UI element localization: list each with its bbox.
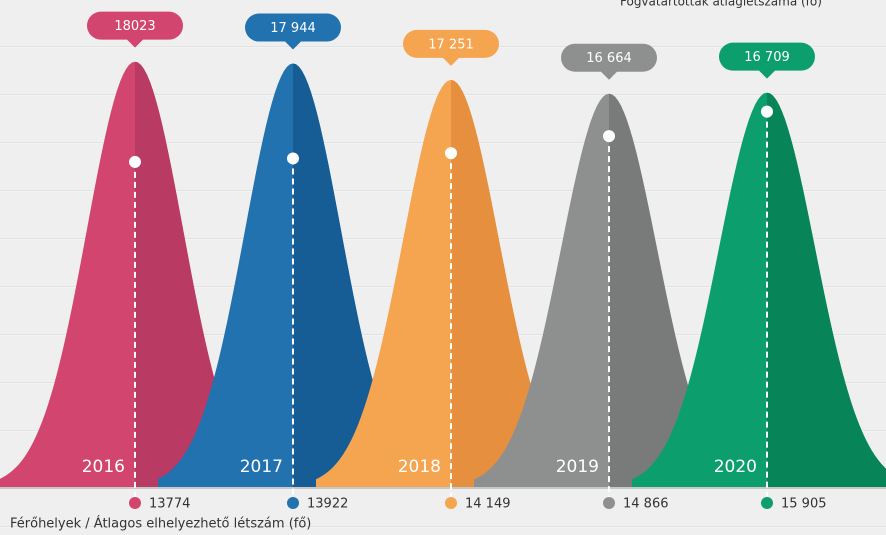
chart: Fogvatartottak átlaglétszáma (fő) Férőhe… (0, 0, 886, 535)
year-label: 2017 (240, 457, 283, 477)
capacity-marker (603, 497, 615, 509)
year-label: 2019 (556, 457, 599, 477)
capacity-dot (445, 147, 457, 159)
bubble-text: 16 664 (586, 51, 632, 66)
cap-label: 14 866 (623, 497, 669, 512)
year-label: 2018 (398, 457, 441, 477)
bubble-text: 18023 (114, 19, 155, 34)
year-label: 2020 (714, 457, 757, 477)
bell-shade (767, 93, 886, 487)
cap-label: 13774 (149, 497, 190, 512)
series-bottom-legend: Férőhelyek / Átlagos elhelyezhető létszá… (10, 516, 311, 532)
capacity-dot (603, 130, 615, 142)
bubble-text: 17 251 (428, 37, 474, 52)
year-label: 2016 (82, 457, 125, 477)
capacity-marker (129, 497, 141, 509)
bubble-text: 17 944 (270, 21, 316, 36)
cap-label: 15 905 (781, 497, 827, 512)
capacity-marker (761, 497, 773, 509)
bubble-text: 16 709 (744, 50, 790, 65)
series-top-legend: Fogvatartottak átlaglétszáma (fő) (620, 0, 822, 9)
capacity-dot (129, 156, 141, 168)
capacity-marker (445, 497, 457, 509)
capacity-marker (287, 497, 299, 509)
capacity-dot (287, 152, 299, 164)
capacity-dot (761, 106, 773, 118)
cap-label: 13922 (307, 497, 348, 512)
cap-label: 14 149 (465, 497, 511, 512)
